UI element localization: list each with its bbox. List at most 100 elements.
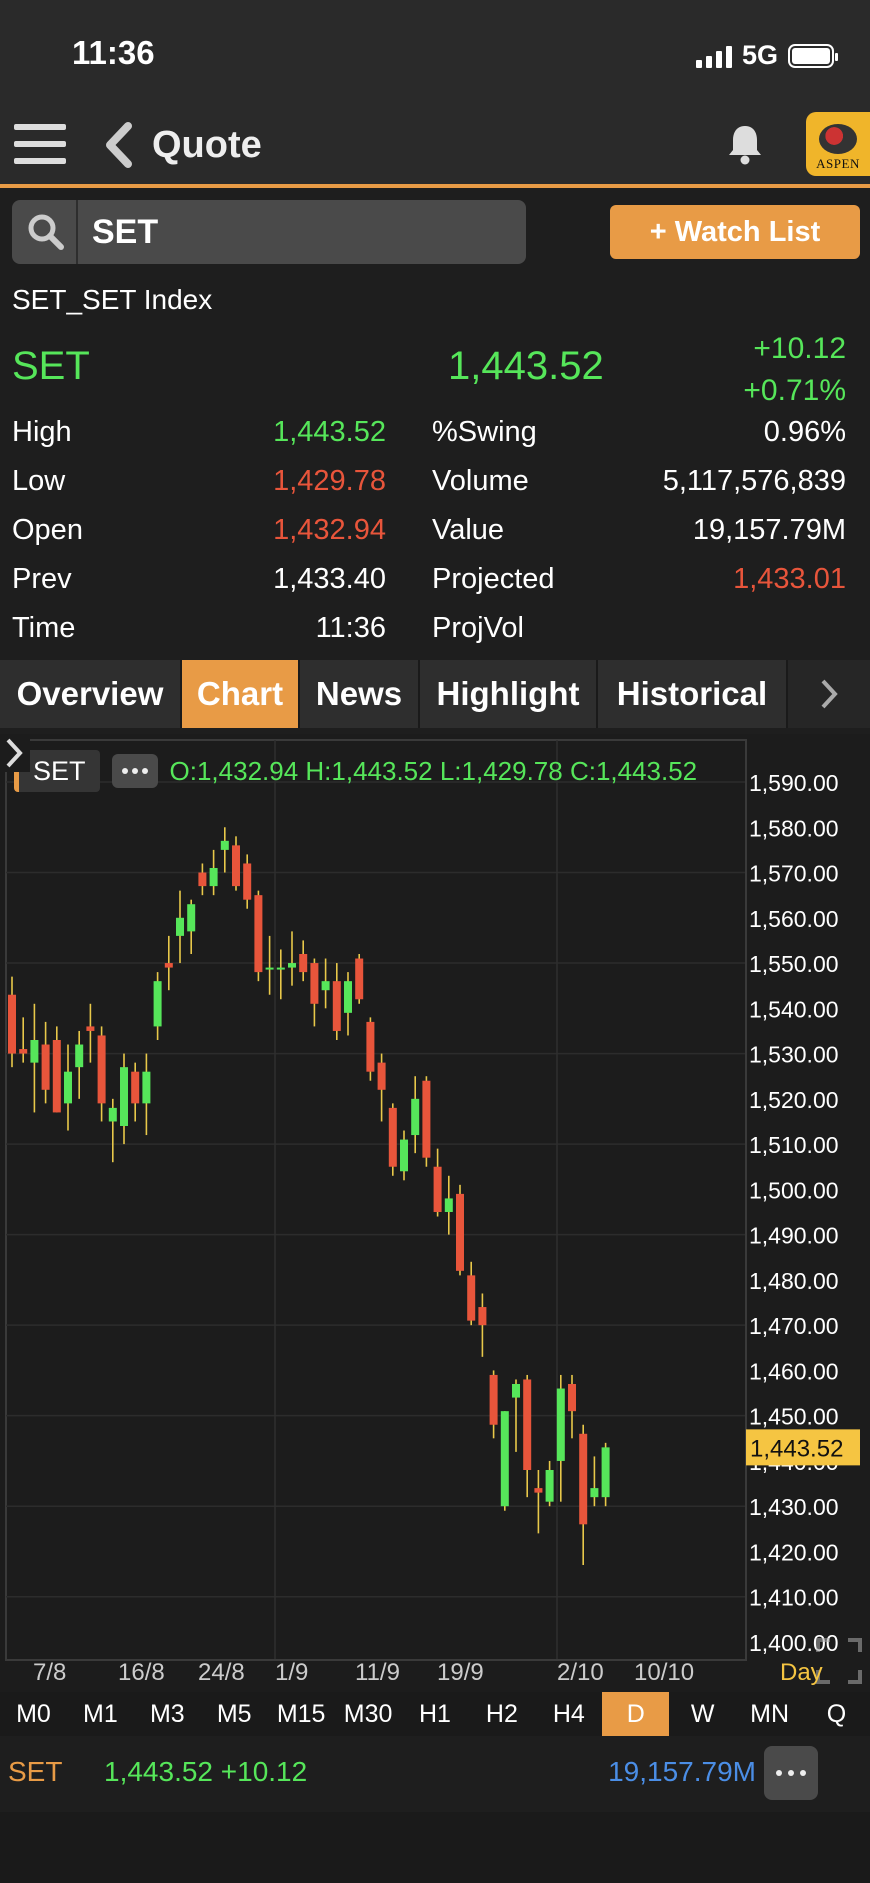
timeframe-m5[interactable]: M5: [216, 1699, 252, 1728]
battery-icon: [788, 43, 838, 68]
tab-news[interactable]: News: [300, 660, 420, 728]
candle-body: [52, 1040, 61, 1113]
candle-body: [176, 917, 184, 936]
timeframe-m15[interactable]: M15: [276, 1699, 326, 1728]
stat-label: Time: [12, 612, 76, 644]
candle-body: [478, 1307, 487, 1326]
tabs-scroll-right[interactable]: [788, 660, 870, 728]
watch-list-button[interactable]: + Watch List: [610, 205, 860, 259]
candle-body: [377, 1062, 386, 1090]
x-tick-label: 19/9: [437, 1659, 484, 1686]
timeframe-m30[interactable]: M30: [343, 1699, 393, 1728]
timeframe-h1[interactable]: H1: [419, 1699, 451, 1728]
globe-icon: [819, 124, 857, 154]
stat-value: 1,433.40: [273, 563, 386, 595]
y-tick-label: 1,400.00: [749, 1630, 839, 1656]
stat-label: %Swing: [432, 416, 537, 448]
candle-body: [75, 1044, 84, 1068]
timeframe-q[interactable]: Q: [826, 1699, 847, 1728]
ohlc-values: O:1,432.94 H:1,443.52 L:1,429.78 C:1,443…: [169, 755, 698, 786]
candle-body: [30, 1040, 39, 1063]
candle-body: [187, 904, 196, 932]
more-options-icon[interactable]: [111, 754, 158, 788]
timeframe-h2[interactable]: H2: [485, 1699, 518, 1728]
timeframe-m3[interactable]: M3: [149, 1699, 185, 1728]
chevron-right-icon: [821, 679, 838, 709]
stats-table: High 1,443.52 %Swing 0.96% Low 1,429.78 …: [0, 412, 870, 657]
period-label: Day: [780, 1659, 823, 1686]
candlestick-chart[interactable]: 1,590.00 1,580.00 1,570.00 1,560.00 1,550.00…: [0, 734, 870, 1692]
stat-value: 1,429.78: [273, 465, 386, 497]
candle-body: [556, 1388, 565, 1461]
timeframe-mn[interactable]: MN: [750, 1699, 790, 1728]
stat-label: Value: [432, 514, 505, 546]
stat-label: ProjVol: [432, 612, 524, 644]
timeframe-m0[interactable]: M0: [16, 1699, 51, 1728]
candle-body: [120, 1067, 128, 1126]
candle-body: [86, 1026, 95, 1031]
stats-row: Low 1,429.78 Volume 5,117,576,839: [0, 461, 870, 510]
stat-label: High: [12, 416, 72, 448]
x-tick-label: 24/8: [198, 1659, 245, 1686]
more-button[interactable]: [764, 1746, 818, 1800]
footer-symbol[interactable]: SET: [8, 1756, 63, 1787]
candle-body: [400, 1139, 408, 1172]
candle-body: [500, 1411, 509, 1507]
candle-body: [456, 1193, 464, 1271]
y-tick-label: 1,490.00: [749, 1223, 839, 1249]
candle-body: [422, 1080, 431, 1158]
y-tick-label: 1,460.00: [749, 1358, 839, 1384]
y-tick-label: 1,590.00: [749, 770, 839, 796]
timeframe-w[interactable]: W: [690, 1699, 715, 1728]
price-chart[interactable]: 1,590.00 1,580.00 1,570.00 1,560.00 1,550.00…: [0, 734, 870, 1692]
tab-highlight[interactable]: Highlight: [420, 660, 598, 728]
expand-icon[interactable]: [812, 1634, 866, 1688]
aspen-logo[interactable]: ASPEN: [806, 112, 870, 176]
menu-icon[interactable]: [14, 124, 66, 164]
footer-value: 19,157.79M: [608, 1756, 756, 1787]
timeframe-bar: M0 M1 M3 M5 M15 M30 H1 H2 H4 D W MN Q: [0, 1692, 870, 1736]
y-tick-label: 1,580.00: [749, 815, 839, 841]
x-tick-label: 1/9: [275, 1659, 308, 1686]
candle-body: [243, 863, 252, 900]
candle-body: [601, 1447, 610, 1498]
candle-body: [433, 1166, 442, 1212]
search-divider: [76, 200, 78, 264]
chart-symbol-chip[interactable]: SET: [14, 750, 100, 792]
status-time: 11:36: [72, 34, 155, 71]
candle-body: [489, 1374, 498, 1425]
current-price-tag: [746, 1429, 860, 1466]
logo-text: ASPEN: [816, 156, 860, 171]
candle-body: [590, 1488, 599, 1498]
stat-value: 1,432.94: [273, 514, 386, 546]
candle-body: [220, 840, 229, 850]
back-icon[interactable]: [100, 120, 140, 170]
candle-body: [288, 963, 296, 968]
chevron-right-icon[interactable]: [0, 734, 30, 772]
candle-body: [344, 981, 352, 1013]
symbol-search[interactable]: SET: [12, 200, 526, 264]
tab-overview[interactable]: Overview: [0, 660, 182, 728]
candle-body: [41, 1044, 50, 1090]
candle-body: [97, 1035, 106, 1104]
timeframe-h4[interactable]: H4: [552, 1699, 585, 1728]
candle-body: [131, 1071, 140, 1104]
candle-body: [444, 1198, 453, 1212]
stats-row: High 1,443.52 %Swing 0.96%: [0, 412, 870, 461]
search-input[interactable]: SET: [92, 213, 159, 251]
tab-historical[interactable]: Historical: [598, 660, 788, 728]
candle-body: [321, 981, 330, 991]
tab-chart[interactable]: Chart: [182, 660, 300, 728]
network-label: 5G: [741, 40, 778, 70]
timeframe-d[interactable]: D: [602, 1692, 670, 1736]
timeframe-m1[interactable]: M1: [83, 1699, 118, 1728]
status-bar: 11:36 5G: [0, 0, 870, 110]
x-tick-label: 10/10: [634, 1659, 694, 1686]
bell-icon[interactable]: [726, 122, 764, 166]
stat-value: 11:36: [315, 612, 386, 644]
quote-tabs: Overview Chart News Highlight Historical: [0, 660, 870, 728]
candle-body: [209, 868, 218, 887]
stat-label: Volume: [432, 465, 529, 497]
candle-body: [8, 994, 16, 1054]
app-header: Quote ASPEN: [0, 110, 870, 188]
